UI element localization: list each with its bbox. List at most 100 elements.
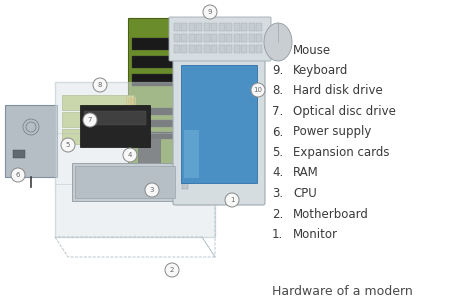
Bar	[249, 23, 255, 31]
Circle shape	[93, 78, 107, 92]
Bar	[181, 65, 257, 183]
Text: 6: 6	[16, 172, 20, 178]
Bar	[80, 105, 150, 147]
Bar	[189, 45, 195, 53]
Text: 9.: 9.	[272, 64, 283, 77]
Text: Hardware of a modern
Personal Computer:: Hardware of a modern Personal Computer:	[272, 285, 413, 300]
Text: 3.: 3.	[272, 187, 283, 200]
Bar	[197, 23, 202, 31]
Bar	[219, 23, 225, 31]
Bar	[182, 175, 188, 189]
Text: 6.: 6.	[272, 125, 283, 139]
Bar	[189, 34, 195, 42]
Bar	[241, 45, 247, 53]
FancyBboxPatch shape	[169, 17, 271, 61]
Bar	[249, 45, 255, 53]
Bar	[75, 166, 175, 198]
Text: RAM: RAM	[293, 167, 319, 179]
Text: 2: 2	[170, 267, 174, 273]
Bar	[182, 34, 188, 42]
Text: 3: 3	[150, 187, 154, 193]
Bar	[204, 45, 210, 53]
Text: 2.: 2.	[272, 208, 283, 220]
Text: 7.: 7.	[272, 105, 283, 118]
Bar	[148, 120, 180, 127]
Text: 4: 4	[128, 152, 132, 158]
Text: Motherboard: Motherboard	[293, 208, 369, 220]
Ellipse shape	[264, 23, 292, 61]
Bar	[84, 111, 146, 125]
Text: 9: 9	[208, 9, 212, 15]
Bar	[62, 129, 134, 144]
Bar	[241, 23, 247, 31]
Bar	[205, 43, 229, 57]
Bar	[211, 34, 218, 42]
Bar	[197, 34, 202, 42]
Bar	[5, 105, 57, 177]
Text: Optical disc drive: Optical disc drive	[293, 105, 396, 118]
Text: 1: 1	[230, 197, 234, 203]
Bar	[227, 23, 233, 31]
Bar	[219, 45, 225, 53]
Bar	[227, 45, 233, 53]
Bar	[148, 108, 180, 115]
Text: Mouse: Mouse	[293, 44, 331, 56]
Bar	[189, 23, 195, 31]
Bar	[62, 112, 134, 127]
Bar	[13, 150, 25, 158]
Bar	[55, 82, 215, 237]
Text: 5.: 5.	[272, 146, 283, 159]
Text: 5: 5	[66, 142, 70, 148]
FancyBboxPatch shape	[191, 31, 245, 46]
Circle shape	[225, 193, 239, 207]
Text: Expansion cards: Expansion cards	[293, 146, 390, 159]
Text: 4.: 4.	[272, 167, 283, 179]
Text: CPU: CPU	[293, 187, 317, 200]
Bar	[132, 38, 182, 50]
Bar	[234, 23, 240, 31]
FancyBboxPatch shape	[173, 53, 265, 205]
Circle shape	[165, 263, 179, 277]
Bar	[249, 34, 255, 42]
Circle shape	[203, 5, 217, 19]
Circle shape	[251, 83, 265, 97]
Bar	[184, 130, 199, 178]
Bar	[197, 45, 202, 53]
Bar	[211, 45, 218, 53]
Bar	[234, 34, 240, 42]
Text: 7: 7	[88, 117, 92, 123]
Text: 8.: 8.	[272, 85, 283, 98]
Circle shape	[61, 138, 75, 152]
Text: Power supply: Power supply	[293, 125, 371, 139]
Bar	[234, 45, 240, 53]
Circle shape	[83, 113, 97, 127]
Bar	[211, 23, 218, 31]
Text: Hard disk drive: Hard disk drive	[293, 85, 383, 98]
Text: Monitor: Monitor	[293, 228, 338, 241]
Bar	[241, 34, 247, 42]
Bar	[256, 34, 263, 42]
Bar	[219, 34, 225, 42]
Bar	[204, 23, 210, 31]
Text: 10: 10	[254, 87, 263, 93]
Text: 10.: 10.	[272, 44, 291, 56]
Text: 8: 8	[98, 82, 102, 88]
Text: 1.: 1.	[272, 228, 283, 241]
Bar	[62, 95, 134, 110]
Bar	[132, 56, 182, 68]
Bar	[227, 34, 233, 42]
Text: Keyboard: Keyboard	[293, 64, 348, 77]
Bar	[132, 74, 182, 86]
Circle shape	[145, 183, 159, 197]
Bar	[174, 45, 180, 53]
Bar	[256, 45, 263, 53]
Bar	[182, 45, 188, 53]
Bar	[138, 138, 160, 166]
Bar	[204, 34, 210, 42]
Bar	[72, 163, 200, 201]
Bar	[128, 18, 190, 193]
Bar	[174, 23, 180, 31]
Circle shape	[11, 168, 25, 182]
Circle shape	[123, 148, 137, 162]
Bar	[174, 34, 180, 42]
